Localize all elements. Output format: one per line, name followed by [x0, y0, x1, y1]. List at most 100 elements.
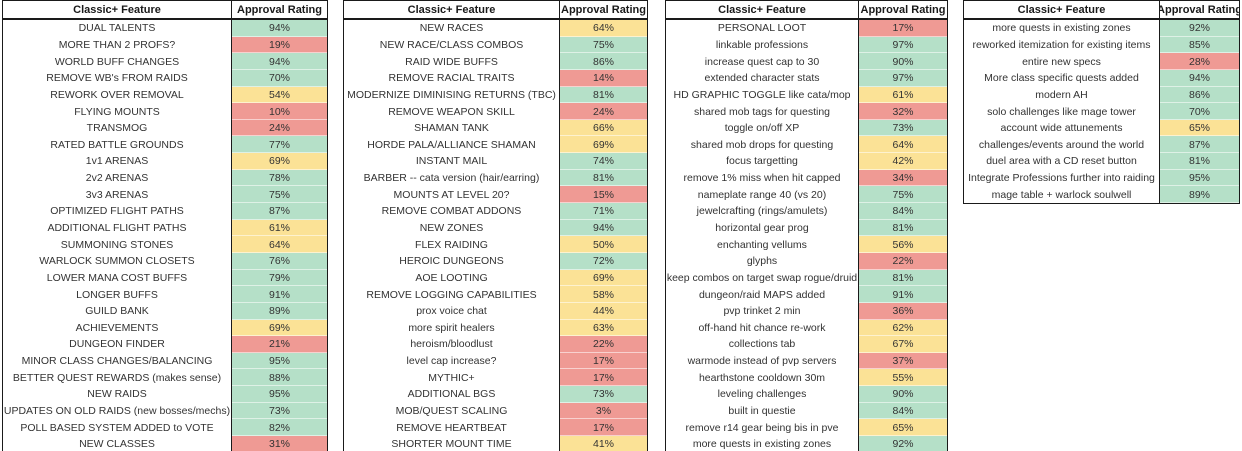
approval-rating-cell[interactable]: 22%	[858, 252, 947, 270]
approval-rating-cell[interactable]: 87%	[231, 203, 327, 220]
approval-rating-cell[interactable]: 17%	[559, 419, 647, 437]
approval-rating-cell[interactable]: 95%	[231, 386, 327, 403]
approval-rating-cell[interactable]: 58%	[559, 286, 647, 303]
feature-cell[interactable]: leveling challenges	[717, 388, 807, 401]
approval-rating-cell[interactable]: 55%	[858, 369, 947, 387]
feature-column-header[interactable]: Classic+ Feature	[73, 3, 161, 16]
feature-cell[interactable]: enchanting vellums	[717, 238, 807, 251]
approval-rating-cell[interactable]: 66%	[559, 119, 647, 137]
approval-rating-cell[interactable]: 14%	[559, 69, 647, 87]
approval-rating-cell[interactable]: 56%	[858, 236, 947, 253]
approval-rating-cell[interactable]: 75%	[858, 186, 947, 204]
approval-rating-cell[interactable]: 76%	[231, 252, 327, 270]
feature-cell[interactable]: SHORTER MOUNT TIME	[391, 438, 512, 451]
feature-cell[interactable]: TRANSMOG	[86, 122, 148, 135]
feature-cell[interactable]: DUAL TALENTS	[78, 22, 156, 35]
feature-cell[interactable]: MINOR CLASS CHANGES/BALANCING	[21, 355, 213, 368]
approval-rating-cell[interactable]: 94%	[231, 20, 327, 37]
feature-cell[interactable]: SUMMONING STONES	[60, 238, 174, 251]
approval-rating-cell[interactable]: 70%	[231, 69, 327, 87]
feature-cell[interactable]: More class specific quests added	[984, 72, 1139, 85]
feature-cell[interactable]: WARLOCK SUMMON CLOSETS	[39, 255, 195, 268]
approval-rating-cell[interactable]: 24%	[559, 103, 647, 120]
feature-cell[interactable]: jewelcrafting (rings/amulets)	[696, 205, 828, 218]
feature-cell[interactable]: prox voice chat	[416, 305, 487, 318]
approval-rating-cell[interactable]: 36%	[858, 302, 947, 320]
feature-cell[interactable]: FLEX RAIDING	[415, 238, 488, 251]
feature-cell[interactable]: ACHIEVEMENTS	[75, 321, 159, 334]
approval-rating-cell[interactable]: 69%	[559, 269, 647, 287]
approval-rating-cell[interactable]: 64%	[559, 20, 647, 37]
feature-cell[interactable]: 3v3 ARENAS	[85, 188, 149, 201]
approval-rating-cell[interactable]: 22%	[559, 336, 647, 353]
approval-rating-cell[interactable]: 24%	[231, 119, 327, 137]
approval-rating-cell[interactable]: 89%	[1159, 186, 1239, 204]
approval-column-header[interactable]: Approval Rating	[231, 1, 327, 18]
feature-cell[interactable]: warmode instead of pvp servers	[687, 355, 837, 368]
feature-cell[interactable]: MODERNIZE DIMINISING RETURNS (TBC)	[347, 88, 556, 101]
approval-rating-cell[interactable]: 65%	[1159, 119, 1239, 137]
approval-rating-cell[interactable]: 63%	[559, 319, 647, 337]
approval-column-header[interactable]: Approval Rating	[1159, 1, 1239, 18]
approval-rating-cell[interactable]: 86%	[1159, 86, 1239, 104]
approval-rating-cell[interactable]: 37%	[858, 352, 947, 370]
feature-cell[interactable]: glyphs	[746, 255, 778, 268]
approval-rating-cell[interactable]: 82%	[231, 419, 327, 437]
feature-cell[interactable]: toggle on/off XP	[724, 122, 800, 135]
feature-cell[interactable]: REMOVE LOGGING CAPABILITIES	[366, 288, 537, 301]
feature-cell[interactable]: dungeon/raid MAPS added	[698, 288, 826, 301]
approval-rating-cell[interactable]: 91%	[858, 286, 947, 303]
approval-rating-cell[interactable]: 41%	[559, 436, 647, 451]
feature-cell[interactable]: NEW RAIDS	[87, 388, 147, 401]
approval-rating-cell[interactable]: 50%	[559, 236, 647, 253]
approval-rating-cell[interactable]: 84%	[858, 203, 947, 220]
feature-cell[interactable]: more spirit healers	[408, 321, 495, 334]
approval-rating-cell[interactable]: 72%	[559, 252, 647, 270]
approval-rating-cell[interactable]: 90%	[858, 386, 947, 403]
approval-rating-cell[interactable]: 69%	[559, 136, 647, 154]
feature-cell[interactable]: MOB/QUEST SCALING	[395, 405, 508, 418]
feature-cell[interactable]: PERSONAL LOOT	[717, 22, 807, 35]
feature-cell[interactable]: REMOVE WB's FROM RAIDS	[46, 72, 188, 85]
feature-cell[interactable]: extended character stats	[704, 72, 820, 85]
approval-rating-cell[interactable]: 64%	[858, 136, 947, 154]
feature-cell[interactable]: pvp trinket 2 min	[723, 305, 801, 318]
approval-rating-cell[interactable]: 71%	[559, 203, 647, 220]
approval-rating-cell[interactable]: 95%	[1159, 169, 1239, 187]
feature-cell[interactable]: remove 1% miss when hit capped	[683, 172, 841, 185]
feature-cell[interactable]: more quests in existing zones	[692, 438, 832, 451]
approval-rating-cell[interactable]: 3%	[559, 402, 647, 420]
feature-cell[interactable]: LONGER BUFFS	[76, 288, 158, 301]
approval-rating-cell[interactable]: 94%	[559, 219, 647, 237]
feature-cell[interactable]: 1v1 ARENAS	[85, 155, 149, 168]
approval-rating-cell[interactable]: 61%	[231, 219, 327, 237]
feature-column-header[interactable]: Classic+ Feature	[1017, 3, 1106, 16]
feature-cell[interactable]: FLYING MOUNTS	[74, 105, 160, 118]
approval-rating-cell[interactable]: 74%	[559, 153, 647, 170]
feature-cell[interactable]: 2v2 ARENAS	[85, 172, 149, 185]
feature-cell[interactable]: shared mob tags for questing	[694, 105, 830, 118]
feature-cell[interactable]: account wide attunements	[1000, 122, 1123, 135]
approval-rating-cell[interactable]: 97%	[858, 36, 947, 54]
feature-cell[interactable]: NEW ZONES	[419, 222, 484, 234]
approval-rating-cell[interactable]: 84%	[858, 402, 947, 420]
feature-cell[interactable]: shared mob drops for questing	[690, 138, 834, 151]
approval-rating-cell[interactable]: 92%	[858, 436, 947, 451]
approval-rating-cell[interactable]: 42%	[858, 153, 947, 170]
feature-cell[interactable]: REMOVE WEAPON SKILL	[388, 105, 515, 118]
approval-rating-cell[interactable]: 81%	[1159, 153, 1239, 170]
approval-rating-cell[interactable]: 28%	[1159, 53, 1239, 70]
feature-cell[interactable]: HD GRAPHIC TOGGLE like cata/mop	[673, 88, 851, 101]
approval-rating-cell[interactable]: 10%	[231, 103, 327, 120]
feature-cell[interactable]: WORLD BUFF CHANGES	[54, 55, 180, 68]
approval-rating-cell[interactable]: 70%	[1159, 103, 1239, 120]
approval-rating-cell[interactable]: 77%	[231, 136, 327, 154]
feature-cell[interactable]: HEROIC DUNGEONS	[399, 255, 504, 268]
approval-rating-cell[interactable]: 81%	[858, 269, 947, 287]
feature-cell[interactable]: MORE THAN 2 PROFS?	[58, 38, 176, 51]
approval-rating-cell[interactable]: 95%	[231, 352, 327, 370]
approval-rating-cell[interactable]: 67%	[858, 336, 947, 353]
feature-cell[interactable]: REWORK OVER REMOVAL	[50, 88, 184, 101]
feature-cell[interactable]: REMOVE RACIAL TRAITS	[388, 72, 515, 85]
feature-cell[interactable]: focus targetting	[726, 155, 798, 168]
